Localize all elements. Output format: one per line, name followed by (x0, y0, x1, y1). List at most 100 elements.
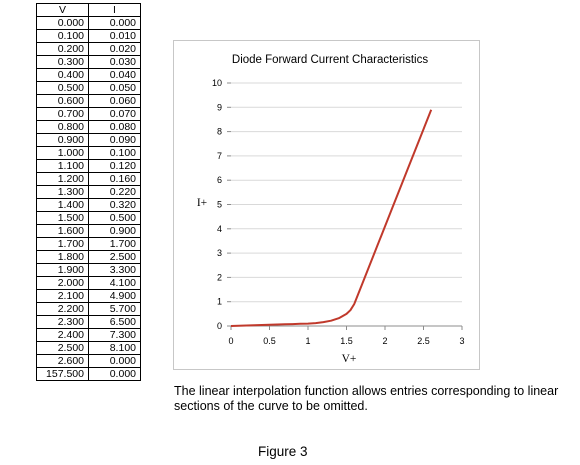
y-tick-label: 5 (217, 200, 222, 210)
cell-v: 0.700 (36, 107, 89, 121)
table-row: 157.500 0.000 (36, 367, 141, 381)
y-ticks: 0 1 2 3 4 5 6 7 8 9 10 (212, 78, 231, 331)
y-tick-label: 8 (217, 127, 222, 137)
cell-i: 8.100 (88, 341, 141, 355)
table-row: 0.300 0.030 (36, 55, 141, 69)
cell-v: 1.800 (36, 250, 89, 264)
cell-v: 1.100 (36, 159, 89, 173)
cell-i: 2.500 (88, 250, 141, 264)
table-row: 0.400 0.040 (36, 68, 141, 82)
x-ticks: 0 0.5 1 1.5 2 2.5 3 (228, 326, 465, 346)
cell-v: 0.000 (36, 16, 89, 30)
cell-i: 0.500 (88, 211, 141, 225)
cell-v: 1.500 (36, 211, 89, 225)
cell-v: 0.400 (36, 68, 89, 82)
y-tick-label: 10 (212, 78, 222, 88)
chart-title: Diode Forward Current Characteristics (232, 54, 428, 66)
data-table: V I 0.000 0.000 0.100 0.010 0.200 0.020 0.300 0… (36, 3, 141, 381)
x-tick-label: 0.5 (263, 336, 276, 346)
table-row: 2.100 4.900 (36, 289, 141, 303)
chart: Diode Forward Current Characteristics 0 1… (197, 54, 465, 365)
table-row: 1.700 1.700 (36, 237, 141, 251)
cell-i: 7.300 (88, 328, 141, 342)
cell-i: 0.320 (88, 198, 141, 212)
table-row: 2.600 0.000 (36, 354, 141, 368)
table-row: 0.800 0.080 (36, 120, 141, 134)
y-tick-label: 1 (217, 297, 222, 307)
header-i: I (88, 3, 141, 17)
cell-i: 0.080 (88, 120, 141, 134)
cell-i: 0.070 (88, 107, 141, 121)
cell-v: 0.200 (36, 42, 89, 56)
cell-i: 5.700 (88, 302, 141, 316)
table-row: 2.500 8.100 (36, 341, 141, 355)
cell-i: 0.040 (88, 68, 141, 82)
cell-i: 0.050 (88, 81, 141, 95)
cell-i: 0.090 (88, 133, 141, 147)
cell-i: 0.220 (88, 185, 141, 199)
cell-i: 1.700 (88, 237, 141, 251)
table-row: 0.900 0.090 (36, 133, 141, 147)
cell-v: 0.100 (36, 29, 89, 43)
cell-i: 0.030 (88, 55, 141, 69)
cell-v: 1.300 (36, 185, 89, 199)
x-tick-label: 2.5 (417, 336, 430, 346)
cell-i: 0.900 (88, 224, 141, 238)
cell-i: 0.020 (88, 42, 141, 56)
table-row: 2.000 4.100 (36, 276, 141, 290)
table-row: 1.000 0.100 (36, 146, 141, 160)
cell-i: 0.120 (88, 159, 141, 173)
cell-v: 0.900 (36, 133, 89, 147)
x-tick-label: 1 (305, 336, 310, 346)
grid (231, 82, 462, 303)
table-row: 2.400 7.300 (36, 328, 141, 342)
y-tick-label: 7 (217, 151, 222, 161)
table-row: 2.300 6.500 (36, 315, 141, 329)
cell-i: 0.000 (88, 16, 141, 30)
chart-frame: Diode Forward Current Characteristics 0 1… (173, 40, 480, 370)
cell-v: 1.400 (36, 198, 89, 212)
cell-i: 0.000 (88, 367, 141, 381)
table-row: 0.200 0.020 (36, 42, 141, 56)
cell-v: 2.100 (36, 289, 89, 303)
y-axis-label: I+ (197, 197, 207, 209)
x-tick-label: 2 (382, 336, 387, 346)
table-row: 1.900 3.300 (36, 263, 141, 277)
cell-i: 0.010 (88, 29, 141, 43)
table-row: 0.500 0.050 (36, 81, 141, 95)
cell-v: 1.200 (36, 172, 89, 186)
table-row: 1.400 0.320 (36, 198, 141, 212)
x-axis-label: V+ (342, 353, 357, 365)
cell-i: 4.100 (88, 276, 141, 290)
cell-v: 1.600 (36, 224, 89, 238)
cell-i: 4.900 (88, 289, 141, 303)
cell-v: 2.300 (36, 315, 89, 329)
cell-v: 1.700 (36, 237, 89, 251)
note-text: The linear interpolation function allows… (174, 384, 559, 413)
cell-v: 2.500 (36, 341, 89, 355)
table-body: 0.000 0.000 0.100 0.010 0.200 0.020 0.300 0.030… (36, 16, 141, 381)
x-tick-label: 3 (459, 336, 464, 346)
table-row: 1.200 0.160 (36, 172, 141, 186)
cell-v: 0.800 (36, 120, 89, 134)
series-line (230, 109, 433, 327)
table-row: 0.100 0.010 (36, 29, 141, 43)
y-tick-label: 3 (217, 248, 222, 258)
cell-i: 0.160 (88, 172, 141, 186)
y-tick-label: 9 (217, 102, 222, 112)
table-row: 1.100 0.120 (36, 159, 141, 173)
y-tick-label: 2 (217, 272, 222, 282)
table-row: 2.200 5.700 (36, 302, 141, 316)
x-tick-label: 0 (228, 336, 233, 346)
header-v: V (36, 3, 89, 17)
y-tick-label: 0 (217, 321, 222, 331)
y-tick-label: 6 (217, 175, 222, 185)
cell-v: 2.400 (36, 328, 89, 342)
cell-i: 6.500 (88, 315, 141, 329)
table-row: 0.700 0.070 (36, 107, 141, 121)
cell-v: 1.000 (36, 146, 89, 160)
table-row: 0.000 0.000 (36, 16, 141, 30)
cell-v: 2.000 (36, 276, 89, 290)
cell-v: 0.300 (36, 55, 89, 69)
cell-v: 157.500 (36, 367, 89, 381)
